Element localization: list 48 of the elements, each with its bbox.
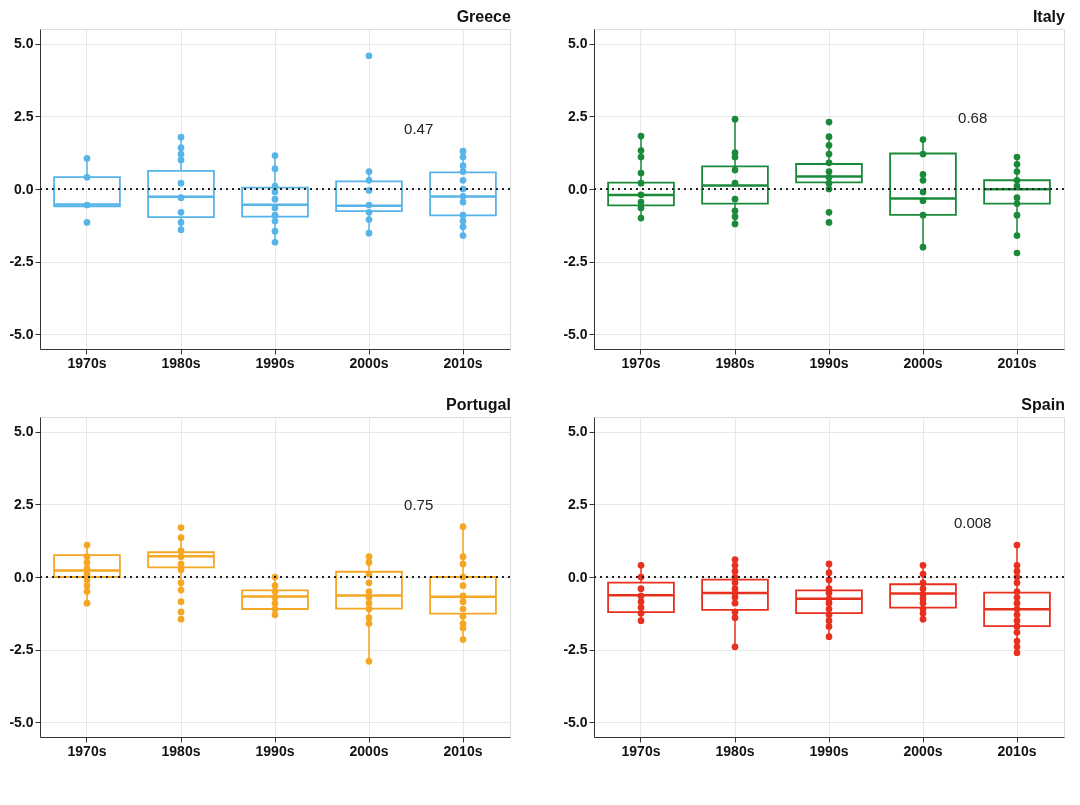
annotation: 0.47 [404, 120, 434, 138]
chart-title: Spain [1021, 396, 1065, 413]
y-tick-label: 2.5 [14, 495, 34, 512]
chart-title: Italy [1032, 8, 1065, 25]
x-tick-label: 2010s [997, 354, 1037, 371]
x-tick-label: 1980s [161, 742, 201, 759]
chart-title: Portugal [446, 396, 511, 413]
y-tick-label: 2.5 [568, 495, 588, 512]
chart-title: Greece [456, 8, 511, 25]
y-tick-label: -5.0 [563, 713, 588, 730]
y-tick-label: 0.0 [14, 568, 34, 585]
x-tick-label: 2000s [349, 354, 389, 371]
x-tick-label: 2010s [443, 354, 483, 371]
y-tick-label: 0.0 [568, 568, 588, 585]
y-tick-label: 5.0 [568, 423, 588, 440]
x-tick-label: 1980s [161, 354, 201, 371]
y-tick-label: -5.0 [563, 325, 588, 342]
y-tick-label: 2.5 [14, 107, 34, 124]
x-tick-label: 1980s [715, 742, 755, 759]
x-tick-label: 2000s [903, 742, 943, 759]
y-tick-label: 0.0 [14, 180, 34, 197]
x-tick-label: 1990s [809, 354, 849, 371]
x-tick-label: 2010s [443, 742, 483, 759]
annotation: 0.75 [404, 495, 434, 513]
y-tick-label: -2.5 [563, 641, 588, 658]
y-tick-label: 0.0 [568, 180, 588, 197]
y-tick-label: -2.5 [9, 253, 34, 270]
x-tick-label: 1990s [255, 742, 295, 759]
x-tick-label: 1970s [67, 742, 107, 759]
x-tick-label: 1990s [255, 354, 295, 371]
y-tick-label: 5.0 [14, 35, 34, 52]
y-tick-label: -5.0 [9, 325, 34, 342]
x-tick-label: 1970s [67, 354, 107, 371]
x-tick-label: 1990s [809, 742, 849, 759]
x-tick-label: 1970s [621, 354, 661, 371]
y-tick-label: 5.0 [568, 35, 588, 52]
y-tick-label: -2.5 [9, 641, 34, 658]
y-tick-label: 5.0 [14, 423, 34, 440]
x-tick-label: 2000s [903, 354, 943, 371]
annotation: 0.008 [953, 514, 992, 531]
y-tick-label: -5.0 [9, 713, 34, 730]
x-tick-label: 2000s [349, 742, 389, 759]
y-tick-label: -2.5 [563, 253, 588, 270]
y-tick-label: 2.5 [568, 107, 588, 124]
x-tick-label: 1980s [715, 354, 755, 371]
x-tick-label: 2010s [997, 742, 1037, 759]
x-tick-label: 1970s [621, 742, 661, 759]
annotation: 0.68 [958, 108, 988, 126]
